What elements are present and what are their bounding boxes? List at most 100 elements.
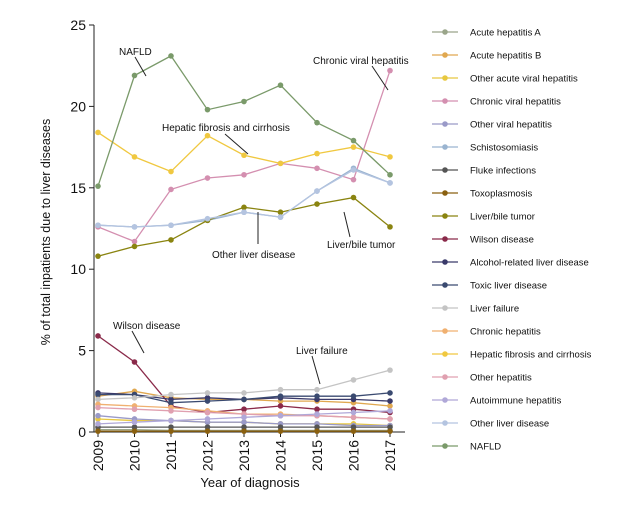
data-point [131,428,138,434]
data-point [204,398,211,404]
x-tick-label: 2017 [382,440,398,471]
data-point [387,428,393,434]
annotations: NAFLD Chronic viral hepatitis Hepatic fi… [113,47,409,357]
data-point [241,419,247,426]
data-point [95,333,101,339]
data-point [131,419,138,426]
annotation-leaders [131,56,389,385]
data-point [387,398,393,404]
data-point [131,243,138,250]
legend-label: NAFLD [470,442,501,453]
data-point [277,428,284,434]
annotation-leader-line [134,56,147,77]
data-point [131,395,138,401]
annotation-chronic-viral-hepatitis: Chronic viral hepatitis [313,56,409,67]
annotation-nafld: NAFLD [119,47,152,58]
data-point [350,393,357,399]
data-point [277,412,284,419]
annotation-liver-failure: Liver failure [296,346,348,357]
data-point [277,160,284,167]
data-point [241,396,247,403]
data-point [131,224,138,230]
legend-item-other-hepatitis: Other hepatitis [432,373,532,384]
legend-item-nafld: NAFLD [432,442,501,453]
data-point [350,414,357,421]
data-point [168,53,174,59]
annotation-other-liver-disease: Other liver disease [212,250,296,261]
legend-item-other-acute-viral-hepatitis: Other acute viral hepatitis [432,74,578,85]
data-point [204,428,211,434]
legend-swatch-marker [442,259,448,265]
y-tick-label: 25 [70,17,86,33]
legend-swatch-marker [442,167,448,173]
legend-item-chronic-viral-hepatitis: Chronic viral hepatitis [432,97,561,108]
y-tick-label: 5 [78,343,86,359]
annotation-leader-line [224,133,249,155]
data-point [277,82,284,89]
series-hepatic-fibrosis-and-cirrhosis [95,129,393,175]
annotation-wilson-disease: Wilson disease [113,321,181,332]
data-point [387,171,393,178]
data-point [204,215,211,222]
legend-swatch-marker [442,29,448,35]
data-point [277,393,284,399]
legend-item-wilson-disease: Wilson disease [432,235,534,246]
legend-item-chronic-hepatitis: Chronic hepatitis [432,327,541,338]
legend-label: Autoimmune hepatitis [470,396,562,407]
annotation-liver-bile-tumor: Liver/bile tumor [327,240,396,251]
data-point [350,194,357,201]
data-point [314,386,320,393]
data-point [168,186,174,193]
legend-item-fluke-infections: Fluke infections [432,166,536,177]
legend-item-other-liver-disease: Other liver disease [432,419,549,430]
data-point [131,154,138,160]
x-tick-label: 2014 [273,440,289,471]
data-point [241,428,247,434]
data-point [95,183,101,189]
x-tick-label: 2015 [309,440,325,471]
data-point [387,67,393,74]
legend-item-liver-failure: Liver failure [432,304,519,315]
data-point [168,237,174,243]
data-point [350,167,357,173]
data-point [204,106,211,113]
legend-swatch-marker [442,121,448,127]
legend-item-acute-hepatitis-a: Acute hepatitis A [432,28,541,39]
x-tick-label: 2012 [200,440,216,471]
legend-label: Wilson disease [470,235,534,246]
legend-label: Schistosomiasis [470,143,538,154]
legend-item-other-viral-hepatitis: Other viral hepatitis [432,120,552,131]
y-tick-label: 20 [70,98,86,114]
data-point [95,253,101,259]
legend-item-acute-hepatitis-b: Acute hepatitis B [432,51,541,62]
data-point [241,152,247,159]
legend-label: Chronic hepatitis [470,327,541,338]
data-point [387,180,393,186]
series-other-liver-disease [95,167,393,230]
legend-label: Other hepatitis [470,373,532,384]
annotation-leader-line [343,211,351,238]
data-point [241,414,247,421]
data-point [204,424,211,430]
x-axis-label: Year of diagnosis [200,475,300,490]
data-point [131,359,138,365]
data-point [241,204,247,211]
data-point [168,168,174,175]
y-tick-label: 15 [70,180,86,196]
data-point [95,396,101,403]
series-toxoplasmosis [95,428,393,434]
y-tick-label: 10 [70,261,86,277]
data-point [95,391,101,398]
legend-label: Alcohol-related liver disease [470,258,589,269]
data-point [314,393,320,399]
data-point [204,416,211,422]
data-point [204,175,211,181]
data-point [131,238,138,245]
legend-swatch-marker [442,351,448,357]
data-point [350,144,357,150]
series-group [95,53,393,434]
data-point [95,412,101,419]
data-point [350,137,357,144]
data-point [131,406,138,413]
